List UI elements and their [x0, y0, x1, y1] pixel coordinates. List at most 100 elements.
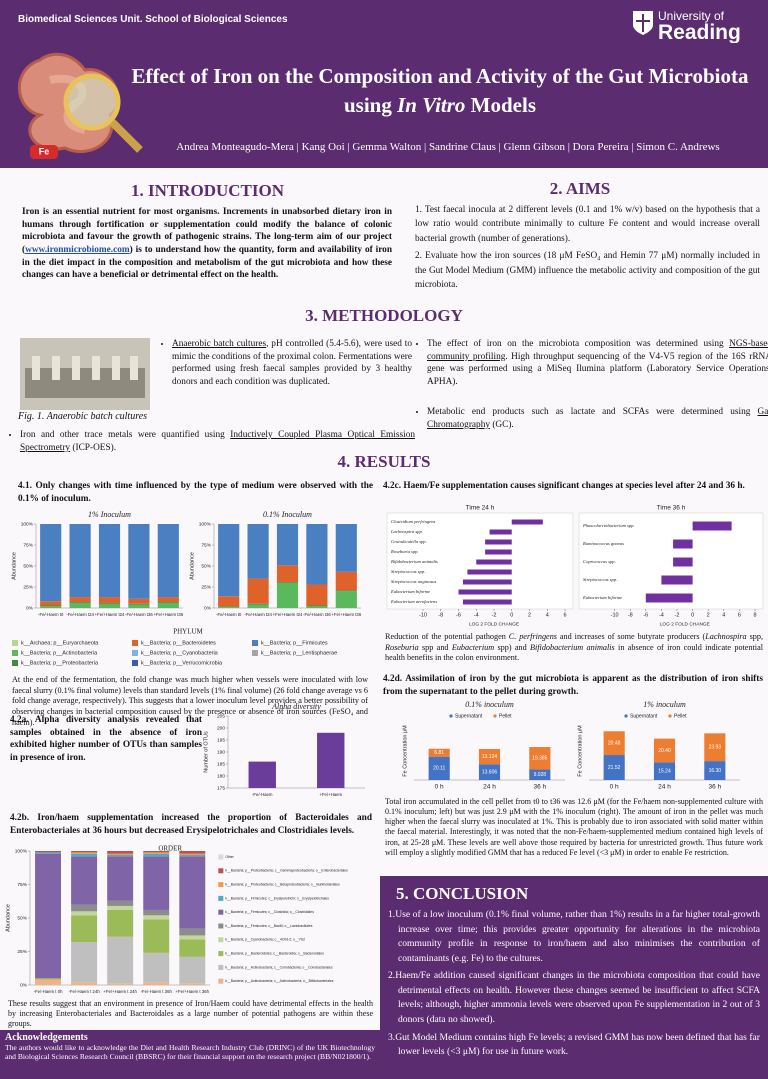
- legend-label: k__Bacteria; p__Firmicutes; c__Erysipelo…: [225, 896, 329, 900]
- y-tick-label: 185: [217, 761, 225, 767]
- bullet-list: Iron and other trace metals were quantif…: [8, 429, 415, 454]
- category-label: Coprococcus spp.: [583, 559, 616, 564]
- x-tick-label: -Fe/-Haem: [252, 792, 273, 797]
- bar-segment: [143, 909, 170, 916]
- bar-segment: [40, 606, 62, 608]
- bar-segment: [179, 853, 206, 856]
- photo: [20, 338, 150, 410]
- bar-segment: [428, 748, 450, 757]
- bar-segment: [107, 853, 134, 856]
- y-tick-label: 0%: [20, 982, 28, 988]
- y-axis-label: Fe Concentration μM: [577, 725, 583, 777]
- bullet: Iron and other trace metals were quantif…: [20, 429, 415, 454]
- paragraph: At the end of the fermentation, the fold…: [12, 675, 368, 727]
- category-label: Phascolarctobacterium spp.: [582, 523, 635, 528]
- conclusion-item: 1.Use of a low inoculum (0.1% final volu…: [388, 909, 760, 964]
- bullet-list: Anaerobic batch cultures, pH controlled …: [160, 338, 412, 389]
- bar-segment: [71, 982, 98, 985]
- section-heading: 4. RESULTS: [337, 452, 431, 471]
- text-part: Anaerobic batch cultures: [172, 339, 267, 349]
- category-label: Eubacterium biforme: [582, 595, 622, 600]
- text-part: Iron is an essential nutrient for most o…: [22, 207, 392, 255]
- x-tick-label: -Fe/-Haem t 36h: [141, 989, 173, 994]
- legend-swatch: [218, 978, 224, 984]
- subheading: 4.2a. Alpha diversity analysis revealed …: [10, 715, 202, 763]
- bar-segment: [179, 983, 206, 985]
- y-tick-label: 175: [217, 785, 225, 791]
- category-label: Eubacterium aerofaciens: [390, 599, 437, 604]
- legend-swatch: [218, 895, 224, 901]
- plot-frame: [578, 512, 764, 610]
- legend-label: k__Bacteria; p__Actinobacteria; c__Corio…: [225, 965, 333, 969]
- bullet: Metabolic end products such as lactate a…: [427, 406, 768, 431]
- bar-segment: [98, 602, 121, 604]
- bar-segment: [69, 602, 91, 603]
- bar-segment: [107, 909, 134, 937]
- x-tick-label: -8: [628, 612, 633, 618]
- bar: [462, 599, 512, 605]
- bar-segment: [40, 601, 62, 606]
- bar-segment: [69, 524, 91, 598]
- text-part: Inductively Coupled Plasma Optical Emiss…: [20, 430, 415, 453]
- bar-segment: [107, 856, 134, 901]
- x-tick-label: 4: [546, 612, 549, 618]
- bar: [673, 539, 693, 549]
- y-axis-label: Abundance: [11, 552, 17, 580]
- bullet: The effect of iron on the microbiota com…: [427, 338, 768, 389]
- bar-segment: [306, 584, 328, 606]
- bar-segment: [71, 942, 98, 983]
- x-tick-label: 6: [738, 612, 741, 618]
- text-part: Gas Chromatography: [427, 407, 768, 430]
- legend-label: k__Bacteria; p__Actinobacteria; c__Actin…: [225, 979, 333, 983]
- image-label: Fe: [39, 146, 50, 156]
- x-tick-label: -Fe/-Haem t36: [125, 612, 153, 617]
- data-label: 13.124: [482, 754, 498, 760]
- x-tick-label: -4: [474, 612, 479, 618]
- text-part[interactable]: www.ironmicrobiome.com: [25, 244, 130, 255]
- y-tick-label: 100%: [15, 848, 28, 854]
- data-label: 15.24: [658, 768, 671, 774]
- bar-segment: [143, 853, 170, 857]
- bar: [458, 589, 512, 595]
- bar-segment: [704, 733, 726, 762]
- text-part: Effect of Iron on the Composition and Ac…: [131, 64, 749, 117]
- legend-swatch: [252, 650, 258, 656]
- bar-segment: [603, 731, 625, 756]
- bar-segment: [276, 565, 299, 582]
- bar-segment: [529, 769, 551, 780]
- bar-segment: [335, 590, 357, 592]
- legend-label: k__Bacteria; p__Cyanobacteria; c__4C0d-2…: [225, 938, 305, 942]
- legend-swatch: [132, 660, 138, 666]
- legend-swatch: [12, 660, 18, 666]
- bar-segment: [98, 603, 121, 608]
- bar-segment: [179, 939, 206, 957]
- bar-segment: [71, 915, 98, 943]
- y-tick-label: 25%: [17, 949, 27, 955]
- y-tick-label: 200: [217, 725, 225, 731]
- x-tick-label: 8: [753, 612, 756, 618]
- bar-segment: [69, 602, 91, 608]
- y-tick-label: 195: [217, 737, 225, 743]
- bar-segment: [218, 596, 240, 607]
- bar: [248, 761, 276, 788]
- category-label: Bifidobacterium animalis: [391, 559, 438, 564]
- bar-segment: [335, 571, 357, 591]
- x-tick-label: -Fe/-Haem t24: [66, 612, 94, 617]
- text-part: Models: [465, 92, 536, 117]
- text-part: spp) and: [494, 642, 530, 652]
- text-part: (GC).: [490, 419, 514, 430]
- bar-segment: [179, 928, 206, 936]
- data-label: 9.028: [534, 772, 547, 778]
- legend-swatch: [12, 650, 18, 656]
- x-tick-label: 4: [722, 612, 725, 618]
- bar: [462, 579, 512, 585]
- legend-label: k__Bacteria; p__Proteobacteria; c__Betap…: [225, 882, 340, 886]
- text-part: Bifidobacterium animalis: [530, 642, 615, 652]
- y-axis-label: Abundance: [189, 552, 195, 580]
- chart-title: 1% inoculum: [643, 700, 686, 709]
- conclusion-item: 3.Gut Model Medium contains high Fe leve…: [388, 1031, 760, 1058]
- legend-swatch: [12, 640, 18, 646]
- section-heading: 5. CONCLUSION: [396, 884, 529, 903]
- chart: Alpha diversity Number of OTUs 175 180 185 19…: [203, 702, 365, 797]
